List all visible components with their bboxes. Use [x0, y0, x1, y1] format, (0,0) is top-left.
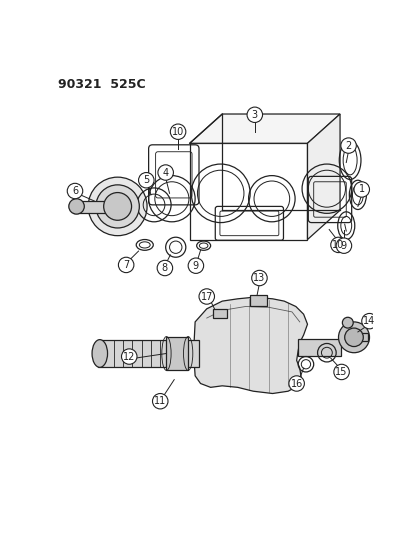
Text: 90321  525C: 90321 525C — [58, 78, 145, 91]
Text: 10: 10 — [171, 127, 184, 137]
FancyBboxPatch shape — [98, 340, 199, 367]
Text: 8: 8 — [161, 263, 168, 273]
Polygon shape — [189, 114, 339, 143]
Circle shape — [96, 185, 139, 228]
Circle shape — [157, 165, 173, 180]
Circle shape — [88, 177, 147, 236]
Text: 5: 5 — [143, 175, 149, 185]
Circle shape — [333, 364, 349, 379]
Circle shape — [170, 124, 185, 140]
Polygon shape — [307, 114, 339, 239]
Circle shape — [188, 258, 203, 273]
Circle shape — [69, 199, 84, 214]
Text: 12: 12 — [123, 352, 135, 361]
Circle shape — [251, 270, 266, 286]
Text: 4: 4 — [162, 167, 169, 177]
Text: 15: 15 — [335, 367, 347, 377]
Text: 16: 16 — [290, 378, 302, 389]
Circle shape — [353, 182, 369, 197]
Circle shape — [118, 257, 133, 273]
Text: 13: 13 — [253, 273, 265, 283]
Circle shape — [342, 317, 352, 328]
Circle shape — [338, 322, 369, 353]
Circle shape — [344, 328, 363, 346]
Circle shape — [335, 238, 351, 253]
Circle shape — [121, 349, 137, 364]
Text: 7: 7 — [123, 260, 129, 270]
Circle shape — [152, 393, 168, 409]
FancyBboxPatch shape — [249, 295, 266, 306]
Text: 10: 10 — [332, 240, 344, 250]
Text: 11: 11 — [154, 396, 166, 406]
Circle shape — [288, 376, 304, 391]
Text: 14: 14 — [363, 316, 375, 326]
Text: 3: 3 — [251, 110, 257, 120]
Text: 2: 2 — [344, 141, 351, 151]
Circle shape — [138, 173, 154, 188]
Circle shape — [157, 260, 172, 276]
Circle shape — [199, 289, 214, 304]
FancyBboxPatch shape — [212, 309, 226, 318]
Circle shape — [247, 107, 262, 123]
Ellipse shape — [92, 340, 107, 367]
Text: 17: 17 — [200, 292, 212, 302]
FancyBboxPatch shape — [297, 339, 340, 356]
Circle shape — [340, 138, 356, 154]
Circle shape — [330, 237, 345, 253]
FancyBboxPatch shape — [73, 201, 116, 213]
Text: 9: 9 — [192, 261, 199, 271]
Text: 9: 9 — [340, 241, 346, 251]
Polygon shape — [193, 297, 307, 393]
Circle shape — [103, 192, 131, 220]
FancyBboxPatch shape — [359, 334, 367, 341]
Circle shape — [67, 183, 83, 199]
Circle shape — [361, 313, 376, 329]
Text: 6: 6 — [72, 186, 78, 196]
FancyBboxPatch shape — [166, 336, 188, 370]
Text: 1: 1 — [358, 184, 364, 195]
